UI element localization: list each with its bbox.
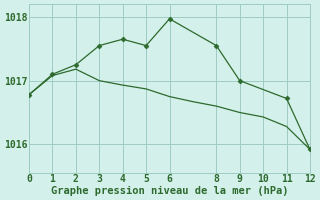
- X-axis label: Graphe pression niveau de la mer (hPa): Graphe pression niveau de la mer (hPa): [51, 186, 288, 196]
